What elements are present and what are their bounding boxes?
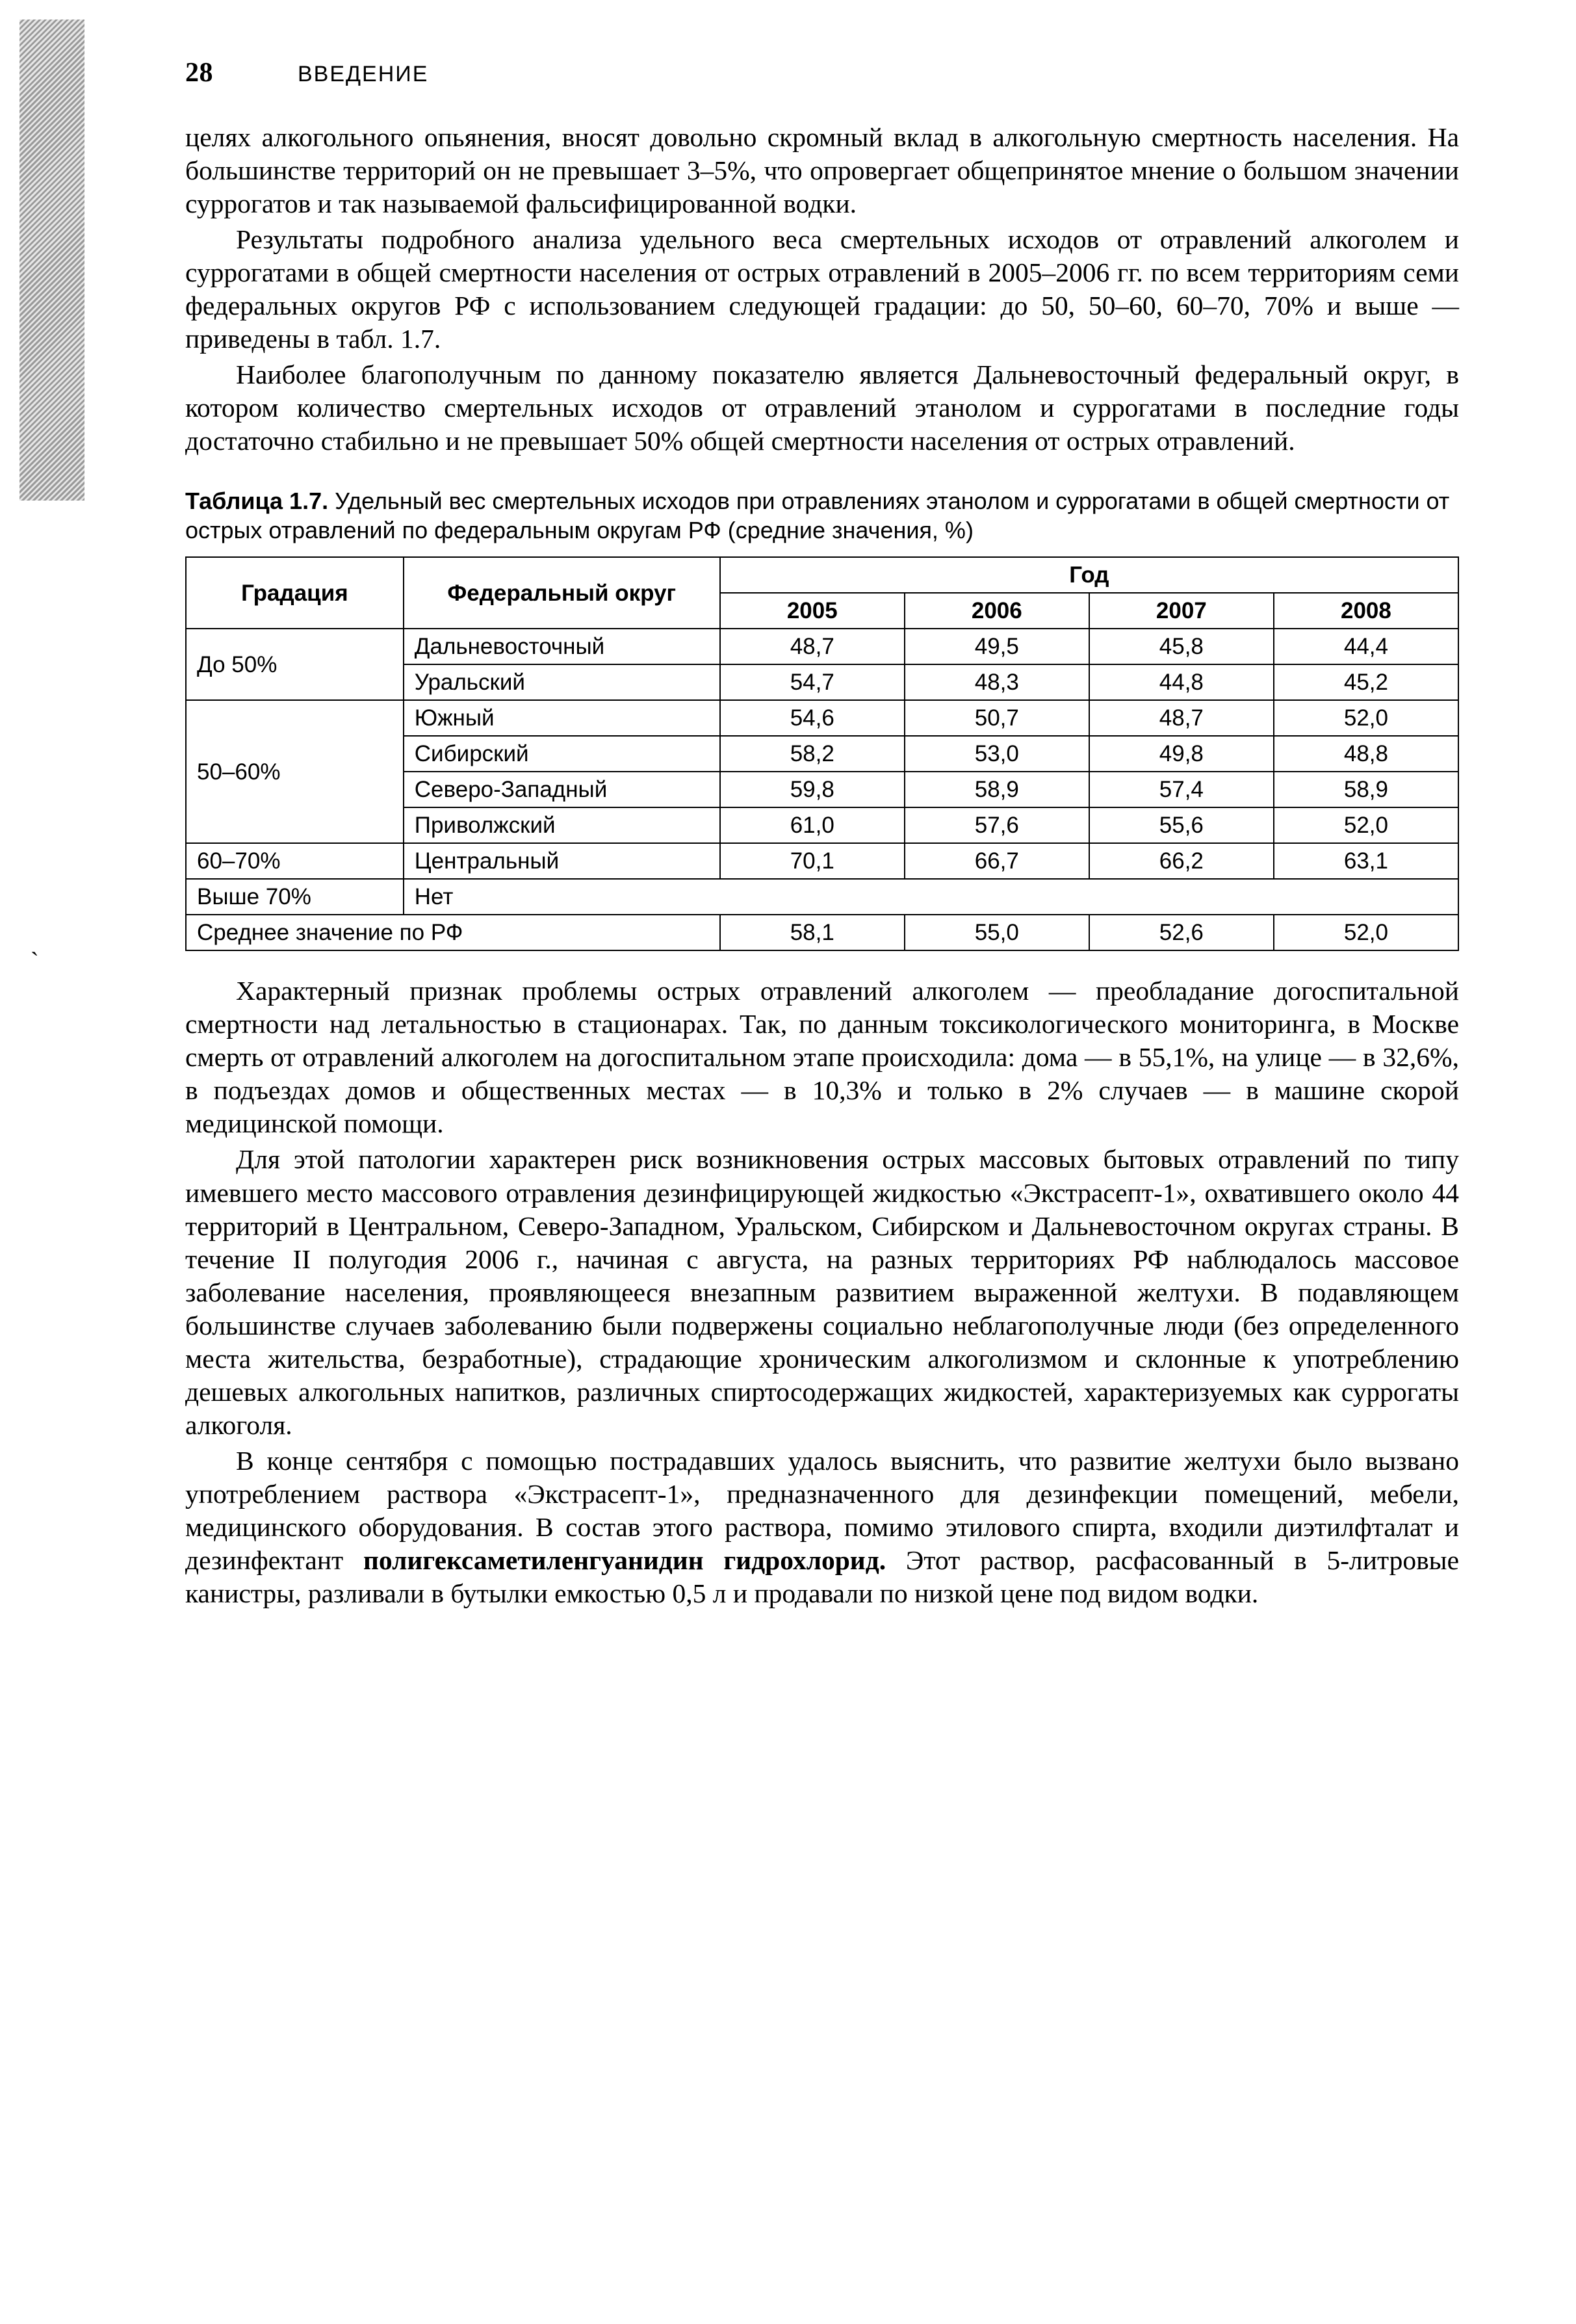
cell-value: 52,0 — [1274, 915, 1458, 950]
cell-okrug: Дальневосточный — [404, 629, 720, 664]
cell-value: 48,8 — [1274, 736, 1458, 772]
body-paragraph: Наиболее благополучным по данному показа… — [185, 358, 1459, 458]
col-header-year: 2005 — [720, 593, 905, 629]
cell-value: 54,6 — [720, 700, 905, 736]
table-caption-text: Удельный вес смертельных исходов при отр… — [185, 488, 1449, 543]
cell-grad: До 50% — [186, 629, 404, 700]
cell-value: 61,0 — [720, 807, 905, 843]
cell-value: 44,8 — [1089, 664, 1274, 700]
col-header-year-group: Год — [720, 557, 1458, 593]
cell-value: 55,6 — [1089, 807, 1274, 843]
body-paragraph: В конце сентября с помощью пострадавших … — [185, 1444, 1459, 1610]
col-header-year: 2008 — [1274, 593, 1458, 629]
cell-value: 49,5 — [905, 629, 1089, 664]
page-number: 28 — [185, 58, 213, 88]
table-row: До 50% Дальневосточный 48,7 49,5 45,8 44… — [186, 629, 1458, 664]
cell-okrug: Приволжский — [404, 807, 720, 843]
table-row: 50–60% Южный 54,6 50,7 48,7 52,0 — [186, 700, 1458, 736]
col-header-grad: Градация — [186, 557, 404, 629]
cell-okrug: Северо-Западный — [404, 772, 720, 807]
cell-value: 59,8 — [720, 772, 905, 807]
side-ribbon-decoration — [19, 20, 84, 501]
cell-value: 45,8 — [1089, 629, 1274, 664]
cell-value: 58,9 — [905, 772, 1089, 807]
cell-value: 53,0 — [905, 736, 1089, 772]
cell-value: 57,4 — [1089, 772, 1274, 807]
cell-value: 54,7 — [720, 664, 905, 700]
cell-okrug: Сибирский — [404, 736, 720, 772]
cell-value: 52,6 — [1089, 915, 1274, 950]
table-caption-label: Таблица 1.7. — [185, 488, 328, 514]
body-paragraph: Для этой патологии характерен риск возни… — [185, 1143, 1459, 1441]
section-title: ВВЕДЕНИЕ — [298, 62, 428, 86]
cell-value: 63,1 — [1274, 843, 1458, 879]
cell-value: 58,9 — [1274, 772, 1458, 807]
col-header-year: 2006 — [905, 593, 1089, 629]
table-header-row: Градация Федеральный округ Год — [186, 557, 1458, 593]
stray-mark: ˎ — [31, 928, 39, 957]
col-header-okrug: Федеральный округ — [404, 557, 720, 629]
cell-value: 70,1 — [720, 843, 905, 879]
cell-grad: 60–70% — [186, 843, 404, 879]
cell-grad: 50–60% — [186, 700, 404, 843]
table-row: Выше 70% Нет — [186, 879, 1458, 915]
cell-value: 52,0 — [1274, 807, 1458, 843]
cell-okrug: Нет — [404, 879, 1458, 915]
col-header-year: 2007 — [1089, 593, 1274, 629]
cell-value: 50,7 — [905, 700, 1089, 736]
cell-value: 49,8 — [1089, 736, 1274, 772]
cell-okrug: Центральный — [404, 843, 720, 879]
cell-value: 48,7 — [1089, 700, 1274, 736]
cell-value: 52,0 — [1274, 700, 1458, 736]
data-table: Градация Федеральный округ Год 2005 2006… — [185, 556, 1459, 951]
cell-okrug: Южный — [404, 700, 720, 736]
cell-value: 48,7 — [720, 629, 905, 664]
bold-term: полигексаметиленгуанидин гидрохлорид. — [363, 1545, 886, 1575]
cell-value: 58,1 — [720, 915, 905, 950]
body-paragraph: Результаты подробного анализа удельного … — [185, 223, 1459, 356]
body-paragraph: Характерный признак проблемы острых отра… — [185, 974, 1459, 1140]
cell-value: 58,2 — [720, 736, 905, 772]
page-header: 28 ВВЕДЕНИЕ — [185, 57, 1459, 88]
cell-value: 55,0 — [905, 915, 1089, 950]
cell-value: 44,4 — [1274, 629, 1458, 664]
cell-value: 45,2 — [1274, 664, 1458, 700]
cell-okrug: Уральский — [404, 664, 720, 700]
table-footer-row: Среднее значение по РФ 58,1 55,0 52,6 52… — [186, 915, 1458, 950]
table-row: 60–70% Центральный 70,1 66,7 66,2 63,1 — [186, 843, 1458, 879]
cell-footer-label: Среднее значение по РФ — [186, 915, 720, 950]
body-paragraph: целях алкогольного опьянения, вносят дов… — [185, 121, 1459, 220]
cell-grad: Выше 70% — [186, 879, 404, 915]
cell-value: 66,2 — [1089, 843, 1274, 879]
cell-value: 57,6 — [905, 807, 1089, 843]
cell-value: 66,7 — [905, 843, 1089, 879]
cell-value: 48,3 — [905, 664, 1089, 700]
table-caption: Таблица 1.7. Удельный вес смертельных ис… — [185, 486, 1459, 545]
page-content: 28 ВВЕДЕНИЕ целях алкогольного опьянения… — [0, 0, 1576, 1730]
